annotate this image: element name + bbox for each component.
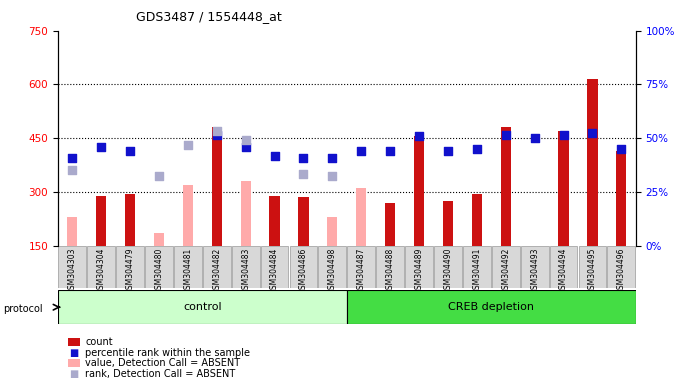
FancyBboxPatch shape [87,246,115,288]
Point [124,148,135,154]
Bar [414,136,424,246]
Point [356,148,367,154]
Text: protocol: protocol [3,304,43,314]
Point [269,153,280,159]
Text: GSM304304: GSM304304 [97,248,105,295]
Text: GSM304479: GSM304479 [126,248,135,295]
Bar [558,131,568,246]
Point [211,128,222,134]
Text: percentile rank within the sample: percentile rank within the sample [85,348,250,358]
Text: GSM304488: GSM304488 [386,248,394,294]
Point [67,167,78,174]
Point [443,148,454,154]
Text: GSM304491: GSM304491 [473,248,481,294]
Bar [616,151,626,246]
Point [385,148,396,154]
Point [327,155,338,161]
Text: GSM304480: GSM304480 [154,248,163,294]
Bar [269,195,279,246]
Text: GSM304303: GSM304303 [68,248,77,295]
FancyBboxPatch shape [174,246,202,288]
Point [558,132,569,138]
Text: GSM304492: GSM304492 [501,248,510,294]
Text: GSM304481: GSM304481 [184,248,192,294]
Text: CREB depletion: CREB depletion [448,302,534,312]
Bar [356,189,367,246]
FancyBboxPatch shape [607,246,635,288]
Point [154,173,165,179]
Point [587,130,598,136]
FancyBboxPatch shape [260,246,288,288]
Point [67,155,78,161]
FancyBboxPatch shape [376,246,404,288]
Text: ■: ■ [69,369,79,379]
Text: GSM304498: GSM304498 [328,248,337,294]
Bar [96,195,106,246]
Point [240,144,251,150]
Text: GDS3487 / 1554448_at: GDS3487 / 1554448_at [136,10,282,23]
Point [240,137,251,143]
Text: GSM304493: GSM304493 [530,248,539,295]
FancyBboxPatch shape [434,246,462,288]
FancyBboxPatch shape [318,246,346,288]
Text: rank, Detection Call = ABSENT: rank, Detection Call = ABSENT [85,369,235,379]
FancyBboxPatch shape [463,246,491,288]
Point [529,135,540,141]
Text: GSM304489: GSM304489 [415,248,424,294]
Bar [385,203,395,246]
Text: count: count [85,337,113,347]
Bar [211,127,222,246]
Text: GSM304482: GSM304482 [212,248,221,294]
Text: GSM304494: GSM304494 [559,248,568,295]
FancyBboxPatch shape [232,246,260,288]
FancyBboxPatch shape [521,246,549,288]
FancyBboxPatch shape [492,246,520,288]
Bar [347,290,636,324]
FancyBboxPatch shape [145,246,173,288]
Text: GSM304486: GSM304486 [299,248,308,294]
Bar [154,233,164,246]
Bar [588,79,598,246]
Point [327,173,338,179]
Bar [241,181,251,246]
Text: GSM304490: GSM304490 [443,248,452,295]
FancyBboxPatch shape [579,246,607,288]
Bar [183,185,193,246]
FancyBboxPatch shape [347,246,375,288]
FancyBboxPatch shape [203,246,231,288]
Bar [443,201,453,246]
Bar [472,194,482,246]
Point [413,133,424,139]
Text: GSM304484: GSM304484 [270,248,279,294]
Point [298,171,309,177]
Text: control: control [183,302,222,312]
Bar [299,197,309,246]
Bar [500,127,511,246]
FancyBboxPatch shape [549,246,577,288]
Point [616,146,627,152]
Point [298,155,309,161]
Point [182,142,193,149]
Point [96,144,107,150]
Text: GSM304496: GSM304496 [617,248,626,295]
Text: ■: ■ [69,348,79,358]
Text: GSM304495: GSM304495 [588,248,597,295]
FancyBboxPatch shape [116,246,144,288]
Text: GSM304483: GSM304483 [241,248,250,294]
Text: value, Detection Call = ABSENT: value, Detection Call = ABSENT [85,358,240,368]
Text: GSM304487: GSM304487 [357,248,366,294]
Bar [125,194,135,246]
Bar [327,217,337,246]
Bar [67,217,78,246]
Point [211,132,222,138]
Point [471,146,482,152]
Point [500,132,511,138]
FancyBboxPatch shape [290,246,318,288]
FancyBboxPatch shape [405,246,433,288]
Bar [58,290,347,324]
FancyBboxPatch shape [58,246,86,288]
